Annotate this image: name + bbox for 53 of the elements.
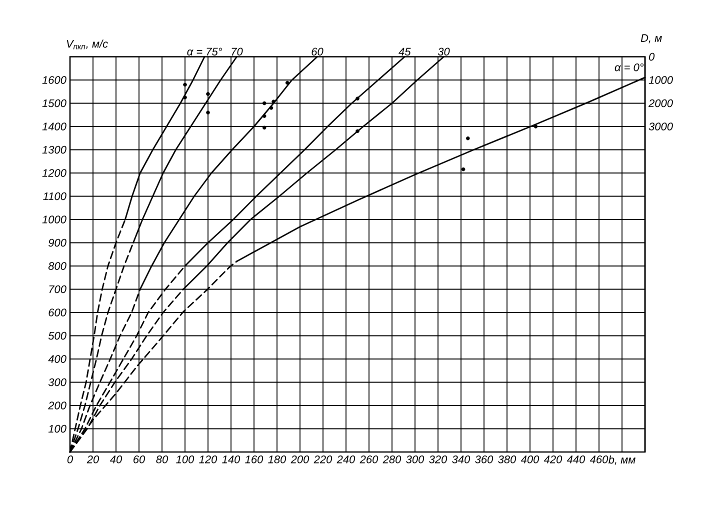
x-tick-label: 280	[382, 456, 402, 464]
x-tick-label: 340	[452, 456, 470, 464]
series-label: α = 0°	[614, 63, 644, 72]
x-tick-label: 100	[176, 456, 194, 464]
y-tick-label: 1200	[42, 169, 66, 177]
y-tick-label: 1000	[42, 216, 66, 224]
x-tick-label: 320	[429, 456, 448, 464]
y-tick-label: 1600	[42, 76, 66, 84]
y-tick-label: 400	[48, 355, 66, 363]
series-label: 45	[398, 48, 411, 56]
x-tick-label: 0	[67, 456, 73, 464]
y-tick-label: 200	[48, 402, 66, 410]
x-tick-label: 120	[199, 456, 218, 464]
y-tick-label: 700	[49, 285, 66, 294]
y2-tick-label: 1000	[648, 76, 673, 84]
series-label: 30	[438, 48, 450, 56]
x-tick-label: 240	[336, 456, 356, 464]
x-tick-label: 460	[590, 456, 608, 464]
y2-tick-label: 2000	[648, 99, 673, 108]
y-tick-label: 1500	[42, 99, 66, 108]
y-tick-label: 900	[48, 238, 66, 247]
x-tick-label: 260	[360, 456, 378, 464]
x-tick-label: 40	[110, 456, 122, 464]
x-tick-label: 420	[544, 456, 562, 464]
x-tick-label: 360	[475, 456, 494, 464]
x-tick-label: 20	[86, 456, 100, 464]
y-tick-label: 300	[48, 378, 66, 386]
x-tick-label: 180	[268, 456, 286, 464]
y-tick-label: 1100	[43, 192, 66, 200]
y2-tick-label: 0	[649, 52, 655, 61]
y-tick-label: 100	[48, 424, 66, 433]
series-label: 70	[232, 48, 243, 56]
series-label: α = 75°	[187, 48, 222, 56]
x-tick-label: 80	[156, 456, 168, 464]
series-label: 60	[312, 48, 324, 56]
y-tick-label: 1400	[42, 122, 66, 130]
x-tick-label: 200	[290, 456, 310, 464]
x-tick-label: 400	[520, 456, 540, 464]
y2-tick-label: 3000	[648, 122, 673, 130]
x-tick-label: 440	[566, 456, 586, 464]
x-tick-label: 220	[314, 456, 332, 464]
y-tick-label: 1300	[42, 146, 66, 154]
y-tick-label: 500	[48, 332, 66, 340]
y-tick-label: 600	[48, 308, 66, 316]
x-axis-title: b, мм	[608, 456, 636, 465]
x-tick-label: 60	[134, 456, 146, 464]
y-tick-label: 800	[48, 262, 66, 270]
x-tick-label: 300	[406, 456, 424, 464]
x-tick-label: 140	[222, 456, 240, 464]
y2-axis-title: D, м	[640, 34, 662, 44]
x-tick-label: 380	[498, 456, 516, 464]
y-axis-title: V$_{пкп}$, м/с	[66, 40, 108, 50]
x-tick-label: 160	[245, 456, 264, 464]
